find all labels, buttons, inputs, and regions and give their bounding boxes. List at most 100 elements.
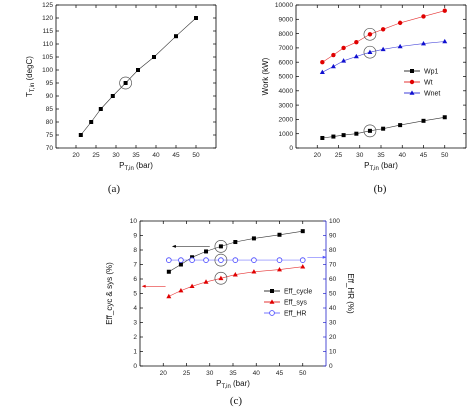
data-point: [381, 126, 386, 131]
y-tick-label: 1000: [279, 131, 294, 138]
y-tick-right-label: 80: [329, 247, 337, 254]
y-tick-label: 4000: [279, 88, 294, 95]
y-tick-right-label: 40: [329, 305, 337, 312]
data-point: [166, 269, 171, 274]
y-tick-right-label: 70: [329, 262, 337, 269]
y-tick-label: 6000: [279, 59, 294, 66]
y-axis-label: TT,in (degC): [25, 56, 36, 97]
panel-label: (c): [230, 395, 243, 407]
x-tick-label: 20: [72, 152, 80, 159]
data-point: [152, 55, 156, 59]
chart-panel-2: 20 25 30 35 40 45 50 0 1000 2000 3000 4000 5000 6000 7…: [261, 2, 467, 172]
x-tick-label: 25: [92, 152, 100, 159]
x-tick-label: 25: [183, 370, 191, 377]
y-tick-label: 90: [46, 93, 54, 100]
series-line: [168, 266, 303, 297]
highlight-circle: [214, 271, 228, 285]
arrowhead: [322, 255, 327, 259]
legend-marker: [409, 79, 415, 85]
data-point: [189, 257, 195, 264]
y-tick-label: 9000: [279, 17, 294, 24]
y-tick-label: 70: [46, 145, 54, 152]
y-tick-label: 5: [133, 291, 137, 298]
data-point: [341, 58, 347, 63]
data-point: [353, 53, 359, 59]
y-tick-label: 80: [46, 119, 54, 126]
x-tick-label: 45: [172, 152, 180, 159]
y-tick-label: 3000: [279, 102, 294, 109]
y-tick-label: 120: [42, 15, 53, 22]
y-axis-right-label: Eff_HR (%): [346, 273, 355, 314]
legend-marker: [269, 310, 275, 316]
highlight-circle: [119, 76, 132, 90]
y-axis-label: Work (kW): [261, 57, 270, 95]
data-point: [300, 264, 306, 269]
data-point: [194, 16, 198, 20]
data-point: [276, 257, 283, 264]
data-point: [233, 240, 238, 245]
axis-arrows: [141, 244, 327, 288]
data-point: [341, 133, 346, 138]
legend-label: Wnet: [424, 91, 440, 98]
y-tick-label: 125: [42, 2, 53, 9]
legend-label: Wt: [424, 80, 433, 87]
y-tick-label: 7: [133, 262, 137, 269]
data-point: [190, 255, 195, 260]
y-tick-label: 105: [42, 54, 53, 61]
x-tick-label: 50: [192, 152, 200, 159]
y-tick-right-label: 90: [329, 233, 337, 240]
data-point: [380, 46, 386, 52]
series-wp1: [320, 115, 447, 140]
data-point: [89, 120, 94, 124]
data-point: [232, 272, 238, 277]
data-point: [442, 8, 447, 13]
data-point: [277, 232, 282, 237]
data-point: [178, 262, 183, 267]
data-point: [78, 133, 83, 137]
x-tick-label: 20: [160, 370, 168, 377]
y-tick-label: 4: [133, 305, 137, 312]
y-tick-label: 0: [289, 145, 293, 152]
chart-panel-1: 20 25 30 35 40 45 50 70 75 80 85 90 95 100 105 110 115 12…: [25, 2, 217, 172]
data-point: [218, 275, 224, 281]
y-tick-right-label: 20: [329, 334, 337, 341]
x-tick-label: 30: [112, 152, 120, 159]
y-tick-label: 6: [133, 276, 137, 283]
y-tick-label: 95: [46, 80, 54, 87]
legend-marker: [410, 69, 414, 73]
data-point: [367, 128, 372, 133]
x-tick-label: 35: [229, 370, 237, 377]
data-point: [331, 52, 336, 58]
data-point: [251, 236, 256, 241]
arrowhead: [141, 284, 146, 288]
data-point: [218, 257, 224, 264]
y-tick-label: 5000: [279, 74, 294, 81]
legend-label: Eff_HR: [284, 311, 306, 318]
y-tick-label: 10000: [275, 2, 293, 9]
data-point: [123, 81, 128, 85]
x-axis-label: PT,in (bar): [364, 161, 398, 172]
data-point: [251, 269, 257, 274]
series-line: [168, 230, 303, 273]
data-point: [136, 68, 140, 72]
x-tick-label: 45: [420, 152, 428, 159]
data-point: [421, 41, 426, 46]
data-point: [354, 39, 359, 45]
legend: Wp1 Wt Wnet: [404, 69, 440, 98]
highlight-circle: [214, 240, 228, 253]
data-point: [165, 257, 172, 264]
series-line: [322, 10, 445, 63]
data-point: [421, 14, 426, 19]
y-tick-label: 3: [133, 320, 137, 327]
data-point: [277, 266, 282, 272]
data-point: [251, 257, 257, 264]
legend-marker: [269, 299, 275, 304]
highlight-circle: [214, 253, 228, 267]
data-point: [232, 257, 239, 264]
data-point: [367, 49, 373, 54]
highlight-circle: [363, 27, 377, 41]
data-point: [203, 257, 209, 264]
legend-label: Eff_sys: [284, 300, 307, 307]
data-point: [442, 38, 448, 44]
